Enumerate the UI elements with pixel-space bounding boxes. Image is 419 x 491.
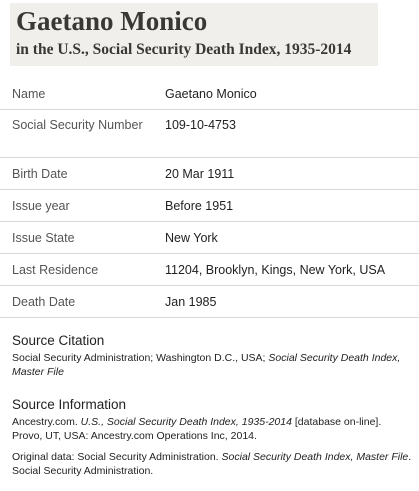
citation-plain-text: Social Security Administration; Washingt…: [12, 352, 269, 364]
field-value: 11204, Brooklyn, Kings, New York, USA: [165, 263, 386, 277]
source-information-paragraph-2: Original data: Social Security Administr…: [12, 450, 412, 478]
field-value: 20 Mar 1911: [165, 167, 235, 181]
record-fields-table: Name Gaetano Monico Social Security Numb…: [0, 78, 419, 318]
info-text: [database on-line]. Provo, UT, USA: Ance…: [12, 416, 382, 442]
person-name-title: Gaetano Monico: [16, 6, 208, 36]
field-row-death-date: Death Date Jan 1985: [0, 286, 419, 318]
field-label: Birth Date: [12, 167, 68, 181]
field-label: Death Date: [12, 295, 76, 309]
info-text: Ancestry.com.: [12, 416, 81, 428]
field-label: Issue year: [12, 199, 70, 213]
field-row-ssn: Social Security Number 109-10-4753: [0, 110, 419, 158]
field-label: Social Security Number: [12, 118, 143, 132]
source-information-section: Source Information Ancestry.com. U.S., S…: [12, 397, 412, 478]
field-label: Issue State: [12, 231, 75, 245]
field-value: 109-10-4753: [165, 118, 236, 132]
info-text: Original data: Social Security Administr…: [12, 451, 222, 463]
field-label: Last Residence: [12, 263, 99, 277]
field-label: Name: [12, 87, 46, 101]
field-value: New York: [165, 231, 218, 245]
source-information-heading: Source Information: [12, 397, 127, 412]
field-row-issue-year: Issue year Before 1951: [0, 190, 419, 222]
collection-title: in the U.S., Social Security Death Index…: [16, 41, 352, 58]
source-citation-heading: Source Citation: [12, 333, 105, 348]
info-italic-text: U.S., Social Security Death Index, 1935-…: [80, 416, 292, 428]
field-row-issue-state: Issue State New York: [0, 222, 419, 254]
info-italic-text: Social Security Death Index, Master File: [221, 451, 409, 463]
field-value: Jan 1985: [165, 295, 217, 309]
record-header: Gaetano Monico in the U.S., Social Secur…: [10, 3, 378, 66]
field-row-birth-date: Birth Date 20 Mar 1911: [0, 158, 419, 190]
info-text: . Social Security Administration.: [12, 451, 412, 477]
source-citation-section: Source Citation Social Security Administ…: [12, 333, 412, 379]
field-row-name: Name Gaetano Monico: [0, 78, 419, 110]
field-value: Before 1951: [165, 199, 234, 213]
source-information-paragraph-1: Ancestry.com. U.S., Social Security Deat…: [12, 415, 412, 443]
citation-italic-text: Social Security Death Index, Master File: [12, 352, 401, 378]
field-value: Gaetano Monico: [165, 87, 257, 101]
field-row-last-residence: Last Residence 11204, Brooklyn, Kings, N…: [0, 254, 419, 286]
source-citation-text: Social Security Administration; Washingt…: [12, 351, 412, 379]
